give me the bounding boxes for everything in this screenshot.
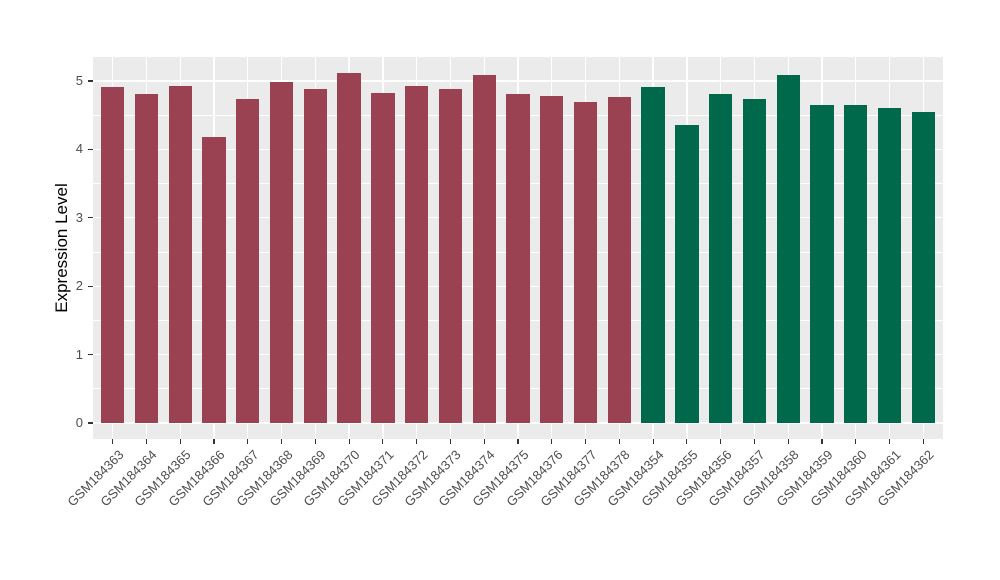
x-axis-tick [652,439,654,444]
bar-GSM184361 [877,107,902,423]
bar-GSM184354 [641,87,665,423]
x-axis-tick [179,439,181,444]
x-axis-tick [618,439,620,444]
bar-GSM184355 [675,125,699,423]
bar-GSM184371 [371,92,395,423]
x-axis-tick [145,439,148,444]
x-axis-tick [584,439,587,444]
bar-GSM184358 [776,74,800,423]
x-axis-tick [382,439,384,444]
x-axis-tick [551,439,553,444]
bar-GSM184378 [607,97,632,423]
x-axis-tick [247,439,249,444]
bar-GSM184374 [472,74,496,423]
bar-GSM184368 [269,81,294,423]
x-axis-tick [821,439,823,444]
y-axis-tick-label: 0 [75,415,83,430]
y-axis-tick [88,80,93,82]
y-axis-tick [88,217,93,219]
y-axis-tick [88,422,93,424]
x-axis-tick [314,439,316,444]
bar-GSM184370 [337,73,361,423]
bar-GSM184365 [168,85,192,423]
y-axis-tick [88,148,93,150]
x-axis-tick [449,439,452,444]
bar-GSM184373 [438,88,463,423]
x-axis-tick [483,439,485,444]
y-axis-tick-label: 4 [75,141,83,157]
bar-GSM184372 [404,86,429,423]
x-axis-tick [416,439,418,444]
bar-GSM184363 [101,87,125,423]
x-axis-tick [112,439,114,444]
x-axis-tick [213,439,215,444]
bar-GSM184377 [573,102,598,423]
x-axis-tick [348,439,350,444]
plot-panel [93,57,943,439]
y-axis-tick-label: 3 [75,209,83,225]
x-axis-tick [888,439,891,444]
x-axis-tick [855,439,857,444]
x-axis-tick [686,439,688,444]
x-axis-tick [517,439,519,444]
y-axis-tick [88,354,93,356]
bar-GSM184366 [202,137,226,423]
bar-GSM184360 [844,104,868,423]
x-axis-tick [720,439,722,444]
x-axis-tick [753,439,755,444]
y-axis-tick-label: 5 [75,73,83,88]
bar-GSM184376 [540,96,564,423]
bar-GSM184364 [134,93,159,423]
bar-GSM184357 [742,99,767,423]
y-axis-tick-label: 1 [75,346,83,362]
y-axis-tick-label: 2 [75,278,83,294]
y-axis-tick [88,285,93,287]
bar-GSM184375 [506,93,530,423]
x-axis-tick [787,439,789,444]
bar-GSM184369 [303,88,328,423]
bar-GSM184362 [911,111,935,423]
bar-GSM184359 [810,104,834,423]
x-axis-tick [922,439,924,444]
bar-GSM184367 [236,99,260,423]
bar-GSM184356 [708,93,733,423]
x-axis-tick [280,439,283,444]
